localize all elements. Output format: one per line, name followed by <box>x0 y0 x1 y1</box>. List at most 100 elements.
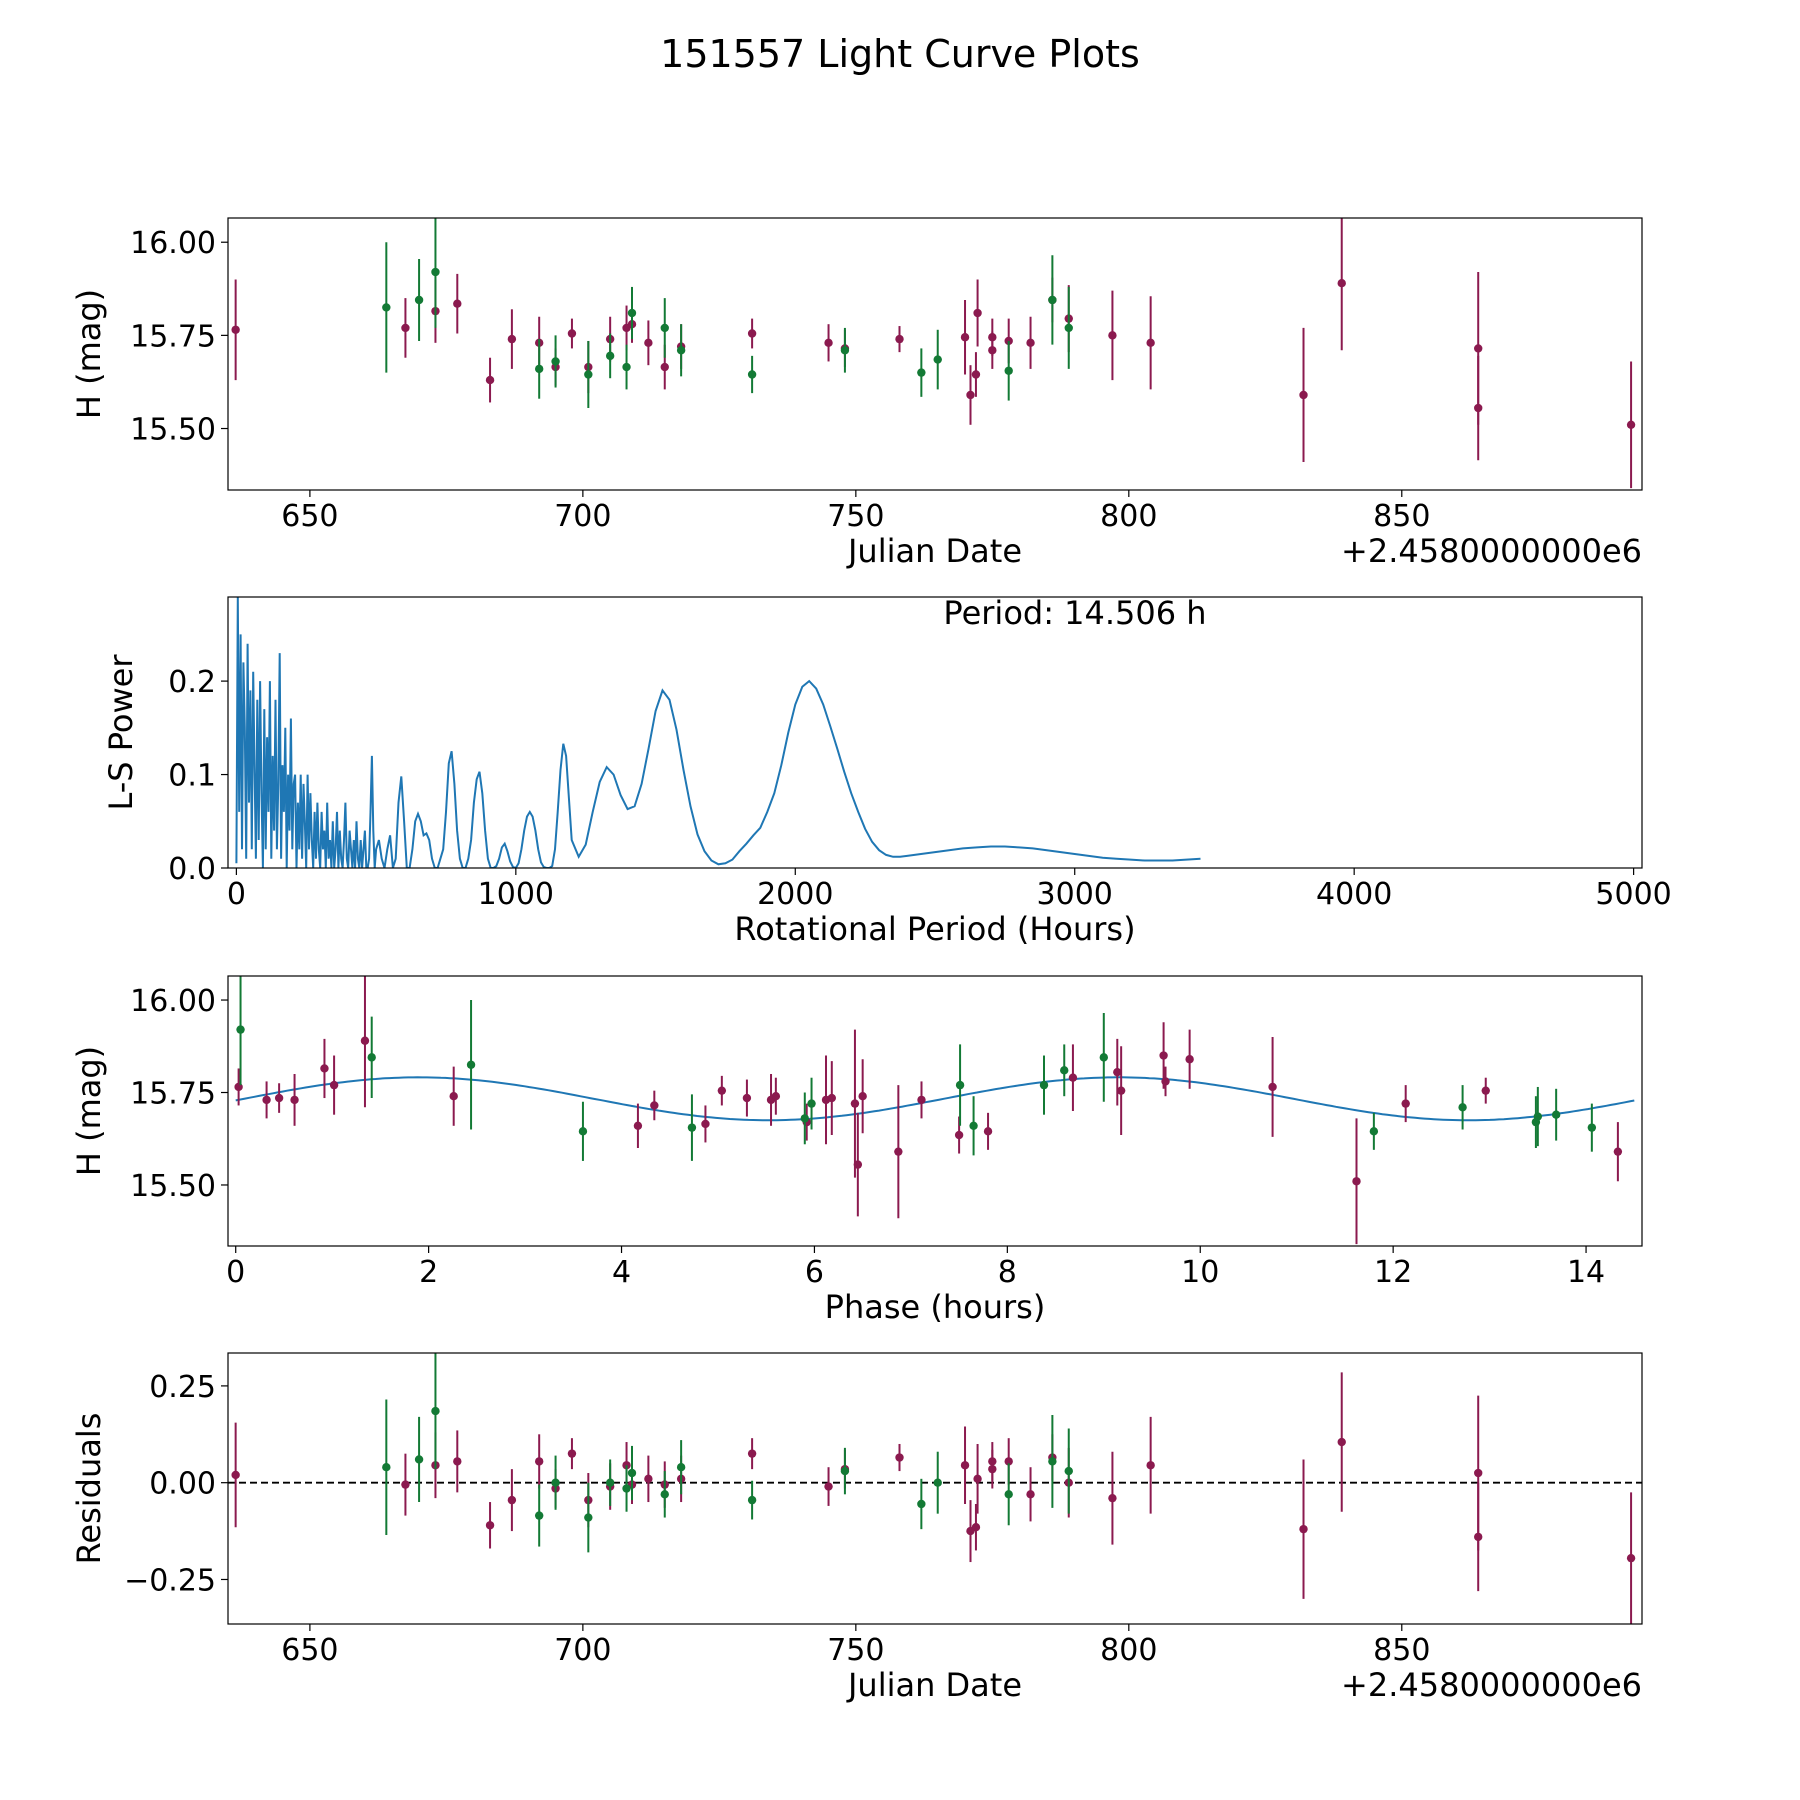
x-tick-label: 5000 <box>1595 877 1671 912</box>
data-point <box>960 333 970 342</box>
axes-frame <box>227 1352 1643 1625</box>
data-point <box>807 1099 816 1108</box>
y-axis-label: L-S Power <box>102 654 140 811</box>
data-point <box>627 1468 637 1478</box>
data-point <box>584 370 593 379</box>
data-point <box>453 299 462 308</box>
data-point <box>747 370 757 379</box>
data-point <box>1146 1461 1155 1470</box>
y-tick-label: −0.25 <box>124 1563 216 1598</box>
y-tick-label: 15.50 <box>130 1169 216 1204</box>
data-point <box>747 1495 757 1505</box>
data-point <box>431 267 440 277</box>
data-point <box>551 1478 560 1487</box>
data-point <box>1613 1147 1623 1156</box>
data-point <box>231 1470 240 1480</box>
panel-raw-light-curve: 650 700 750 800 850 15.50 15.75 16.00 Julian Dat… <box>70 217 1643 570</box>
data-point <box>858 1092 867 1101</box>
data-point <box>290 1095 299 1105</box>
data-point <box>917 1095 926 1105</box>
x-tick-label: 0 <box>226 1255 245 1290</box>
data-point <box>507 1495 517 1505</box>
x-tick-label: 14 <box>1567 1255 1605 1290</box>
axes-frame <box>227 975 1643 1247</box>
data-point <box>367 1053 376 1062</box>
data-point <box>983 1127 993 1136</box>
data-point <box>485 1521 495 1530</box>
data-point <box>969 1121 978 1130</box>
x-tick-label: 750 <box>827 499 884 534</box>
data-point <box>747 1449 757 1458</box>
x-tick-label: 4 <box>612 1255 631 1290</box>
data-point <box>660 362 669 372</box>
data-point <box>1474 1532 1483 1542</box>
data-point <box>485 375 495 385</box>
data-point <box>1004 366 1013 375</box>
data-point <box>1299 1524 1308 1534</box>
x-tick-label: 2000 <box>757 877 833 912</box>
data-point <box>771 1092 781 1101</box>
x-tick-label: 750 <box>827 1633 884 1668</box>
data-point <box>453 1457 462 1466</box>
data-point <box>1064 1466 1073 1476</box>
data-point <box>644 1474 653 1484</box>
data-point <box>1026 338 1035 348</box>
axes-frame <box>227 217 1643 491</box>
x-tick-label: 650 <box>281 1633 338 1668</box>
y-tick-label: 0.00 <box>149 1467 216 1502</box>
data-point <box>329 1080 339 1090</box>
data-point <box>274 1093 284 1103</box>
data-point <box>1474 1468 1483 1478</box>
data-point <box>1481 1086 1490 1095</box>
data-point <box>1299 390 1308 400</box>
data-point <box>954 1130 964 1140</box>
data-point <box>1185 1055 1194 1064</box>
y-tick-label: 16.00 <box>130 226 216 261</box>
data-point <box>960 1461 970 1470</box>
x-tick-label: 1000 <box>478 877 554 912</box>
data-point <box>1146 338 1155 348</box>
data-point <box>1048 295 1057 305</box>
data-point <box>1113 1067 1122 1077</box>
data-point <box>840 346 850 355</box>
data-point <box>644 338 653 348</box>
data-point <box>551 357 560 366</box>
data-point <box>1587 1123 1597 1132</box>
x-tick-label: 800 <box>1100 1633 1157 1668</box>
x-tick-label: 800 <box>1100 499 1157 534</box>
data-point <box>584 1513 593 1522</box>
data-point <box>1116 1086 1126 1095</box>
data-point <box>1533 1112 1543 1121</box>
data-point <box>840 1466 850 1476</box>
data-point <box>401 323 410 333</box>
x-tick-label: 4000 <box>1316 877 1392 912</box>
y-tick-label: 15.50 <box>130 413 216 448</box>
data-point <box>1161 1077 1170 1086</box>
plot-area <box>231 218 1636 489</box>
data-point <box>1004 1457 1013 1466</box>
plot-area <box>228 1353 1642 1624</box>
x-tick-label: 2 <box>419 1255 438 1290</box>
data-point <box>231 325 240 334</box>
x-tick-label: 850 <box>1373 499 1430 534</box>
data-point <box>466 1060 476 1069</box>
periodogram-line <box>235 597 1201 868</box>
data-point <box>917 1499 926 1509</box>
y-tick-label: 0.0 <box>168 852 216 887</box>
x-tick-label: 850 <box>1373 1633 1430 1668</box>
data-point <box>1626 420 1636 429</box>
data-point <box>676 1463 686 1472</box>
data-point <box>1352 1177 1361 1186</box>
data-point <box>933 355 942 364</box>
data-point <box>605 351 615 361</box>
y-axis-label: H (mag) <box>70 1046 108 1176</box>
data-point <box>1004 1490 1013 1499</box>
data-point <box>1474 344 1483 353</box>
data-point <box>578 1127 588 1136</box>
x-tick-label: 700 <box>554 1633 611 1668</box>
data-point <box>1268 1082 1277 1092</box>
data-point <box>1369 1127 1379 1136</box>
data-point <box>1626 1553 1636 1563</box>
data-point <box>234 1082 243 1092</box>
data-point <box>1026 1490 1035 1499</box>
